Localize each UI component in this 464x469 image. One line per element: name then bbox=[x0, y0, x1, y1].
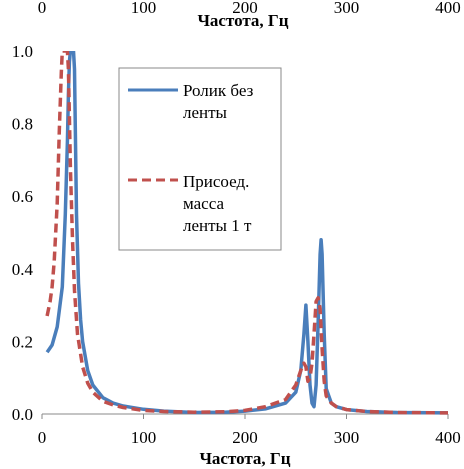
y-tick-label: 1.0 bbox=[12, 42, 33, 61]
y-tick-label: 0.2 bbox=[12, 332, 33, 351]
x-axis-title: Частота, Гц bbox=[199, 449, 290, 468]
plot-series bbox=[45, 51, 448, 415]
y-tick-label: 0.0 bbox=[12, 405, 33, 424]
top-x-tick-label: 200 bbox=[232, 0, 258, 17]
legend-label-series-2: Присоед. масса ленты 1 т bbox=[183, 172, 254, 235]
y-tick-label: 0.4 bbox=[12, 260, 34, 279]
x-tick-label: 400 bbox=[435, 428, 461, 447]
top-x-tick-label: 100 bbox=[131, 0, 157, 17]
legend-label-series-1: Ролик без ленты bbox=[183, 81, 258, 122]
x-tick-label: 0 bbox=[38, 428, 47, 447]
x-tick-marks bbox=[41, 414, 449, 419]
y-tick-labels: 0.0 0.2 0.4 0.6 0.8 1.0 bbox=[12, 42, 34, 424]
top-x-tick-labels: 0 100 200 300 400 bbox=[38, 0, 461, 17]
top-x-tick-label: 300 bbox=[334, 0, 360, 17]
legend-box bbox=[118, 67, 282, 251]
y-tick-label: 0.6 bbox=[12, 187, 33, 206]
x-tick-labels: 0 100 200 300 400 bbox=[38, 428, 461, 447]
top-x-tick-label: 400 bbox=[435, 0, 461, 17]
x-tick-label: 300 bbox=[334, 428, 360, 447]
series-line-2 bbox=[45, 51, 448, 415]
x-tick-label: 200 bbox=[232, 428, 258, 447]
legend: Ролик без ленты Присоед. масса ленты 1 т bbox=[118, 67, 282, 251]
x-tick-label: 100 bbox=[131, 428, 157, 447]
top-x-tick-label: 0 bbox=[38, 0, 47, 17]
top-x-axis-title: Частота, Гц bbox=[197, 11, 288, 30]
y-tick-label: 0.8 bbox=[12, 115, 33, 134]
